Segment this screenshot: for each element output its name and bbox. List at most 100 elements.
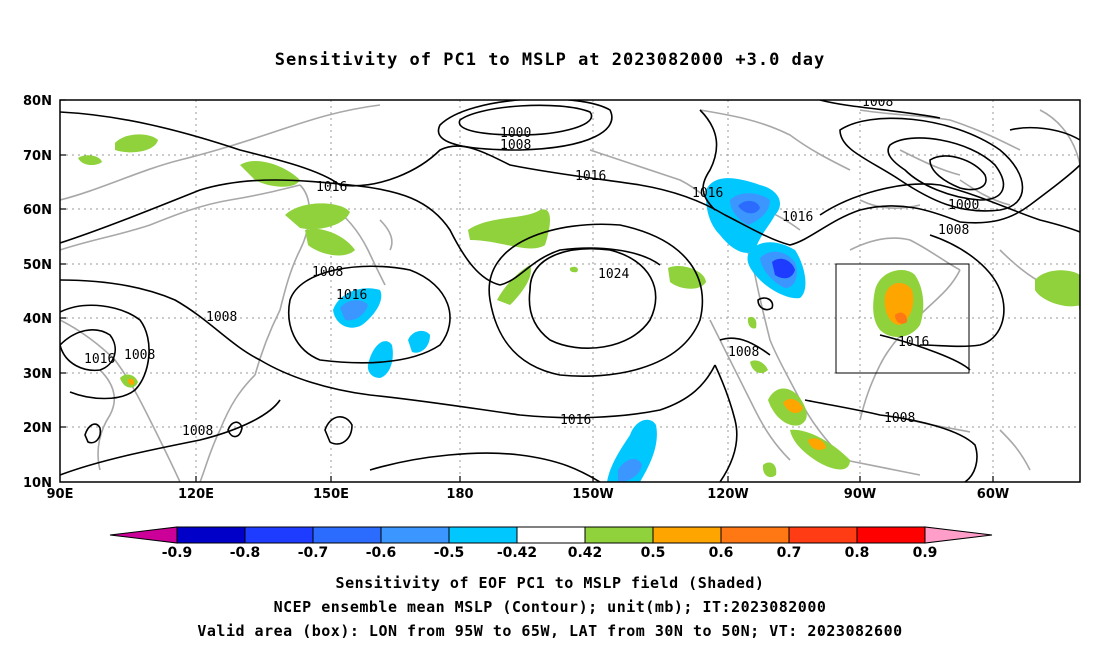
shade-positive — [240, 160, 300, 187]
lat-label: 80N — [23, 94, 52, 109]
shade-positive — [115, 134, 158, 153]
lat-label: 30N — [23, 367, 52, 382]
colorbar-label: -0.5 — [434, 545, 465, 561]
shade-negative — [340, 300, 368, 321]
lat-label: 20N — [23, 421, 52, 436]
colorbar-label: -0.42 — [497, 545, 537, 561]
colorbar-label: 0.6 — [709, 545, 734, 561]
shade-negative — [408, 330, 430, 353]
shade-positive — [305, 228, 355, 256]
shade-positive — [78, 155, 102, 166]
shade-positive — [668, 265, 706, 289]
lat-label: 60N — [23, 203, 52, 218]
colorbar-label: 0.5 — [641, 545, 666, 561]
colorbar-end-high — [924, 526, 993, 544]
lat-labels: 80N 70N 60N 50N 40N 30N 20N 10N — [23, 94, 52, 491]
contour-label: 1016 — [336, 288, 367, 303]
lon-labels: 90E 120E 150E 180 150W 120W 90W 60W — [47, 487, 1010, 502]
contour-label: 1008 — [728, 345, 759, 360]
lon-label: 90E — [47, 487, 74, 502]
shade-positive — [750, 360, 768, 374]
colorbar-label: 0.42 — [568, 545, 603, 561]
shade-negative — [618, 458, 642, 482]
colorbar-label: -0.9 — [162, 545, 193, 561]
shade-positive — [128, 378, 135, 385]
shade-negative — [772, 258, 795, 279]
contour-label: 1008 — [500, 138, 531, 153]
shade-negative — [367, 341, 393, 378]
chart-title: Sensitivity of PC1 to MSLP at 2023082000… — [274, 50, 826, 70]
colorbar-label: -0.7 — [298, 545, 329, 561]
colorbar-swatch — [856, 526, 926, 544]
colorbar-label: 0.8 — [845, 545, 870, 561]
contour-label: 1024 — [598, 267, 629, 282]
colorbar-label: -0.8 — [230, 545, 261, 561]
shade-negative — [738, 200, 760, 214]
colorbar-swatch — [380, 526, 450, 544]
lon-label: 150E — [313, 487, 349, 502]
contour-labels: 1000 1008 1008 1008 1016 1016 1016 1016 … — [84, 95, 979, 439]
contour-label: 1016 — [692, 186, 723, 201]
colorbar — [109, 526, 993, 544]
colorbar-swatch — [312, 526, 382, 544]
colorbar-swatch — [652, 526, 722, 544]
lat-label: 40N — [23, 312, 52, 327]
shade-positive — [569, 266, 578, 273]
colorbar-swatch — [516, 526, 586, 544]
lat-label: 10N — [23, 476, 52, 491]
contour-label: 1008 — [862, 95, 893, 110]
lon-label: 90W — [844, 487, 876, 502]
colorbar-label: -0.6 — [366, 545, 397, 561]
contour-label: 1000 — [948, 198, 979, 213]
contour-label: 1008 — [884, 411, 915, 426]
colorbar-end-low — [109, 526, 178, 544]
shade-positive — [747, 316, 757, 329]
valid-area-box — [835, 263, 970, 374]
colorbar-swatch — [584, 526, 654, 544]
shade-positive — [808, 438, 826, 450]
contour-label: 1016 — [84, 352, 115, 367]
colorbar-swatch — [448, 526, 518, 544]
lon-label: 120W — [707, 487, 748, 502]
colorbar-swatch — [788, 526, 858, 544]
shade-positive — [884, 283, 914, 325]
contour-label: 1008 — [124, 348, 155, 363]
contour-label: 1008 — [182, 424, 213, 439]
footer-line-2: NCEP ensemble mean MSLP (Contour); unit(… — [273, 598, 827, 616]
colorbar-labels: -0.9 -0.8 -0.7 -0.6 -0.5 -0.42 0.42 0.5 … — [162, 545, 938, 561]
contour-label: 1008 — [938, 223, 969, 238]
pressure-contours — [60, 100, 1080, 482]
shade-positive — [762, 462, 777, 478]
lat-label: 70N — [23, 149, 52, 164]
contour-label: 1000 — [500, 126, 531, 141]
contour-label: 1016 — [782, 210, 813, 225]
shade-positive — [468, 209, 550, 249]
colorbar-label: 0.7 — [777, 545, 802, 561]
shade-positive — [895, 312, 908, 324]
footer-line-1: Sensitivity of EOF PC1 to MSLP field (Sh… — [335, 574, 765, 592]
contour-label: 1008 — [312, 265, 343, 280]
map-frame — [59, 99, 1081, 483]
lon-label: 60W — [977, 487, 1009, 502]
colorbar-swatch — [720, 526, 790, 544]
contour-label: 1016 — [575, 169, 606, 184]
lat-label: 50N — [23, 258, 52, 273]
contour-label: 1016 — [898, 335, 929, 350]
shade-negative — [607, 419, 657, 482]
shade-positive — [285, 203, 350, 230]
shade-positive — [497, 265, 531, 305]
axis-ticks — [60, 99, 994, 482]
shade-positive — [1035, 270, 1080, 307]
contour-label: 1016 — [316, 180, 347, 195]
colorbar-label: 0.9 — [913, 545, 938, 561]
contour-label: 1016 — [560, 413, 591, 428]
lon-label: 150W — [572, 487, 613, 502]
lon-label: 120E — [178, 487, 214, 502]
lon-label: 180 — [446, 487, 473, 502]
colorbar-swatch — [244, 526, 314, 544]
shade-positive — [783, 398, 803, 414]
contour-label: 1008 — [206, 310, 237, 325]
footer-line-3: Valid area (box): LON from 95W to 65W, L… — [197, 622, 903, 640]
colorbar-swatch — [176, 526, 246, 544]
